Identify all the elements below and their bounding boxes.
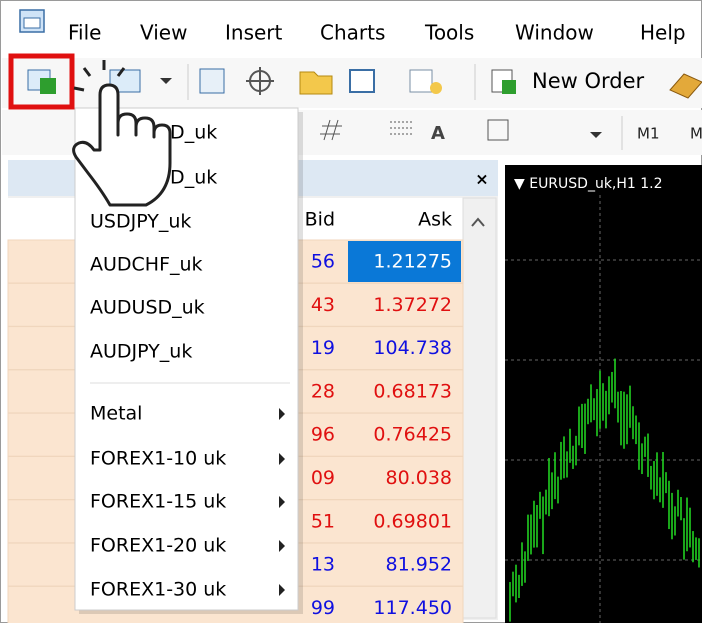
group-item[interactable]: Metal (90, 403, 142, 425)
timeframe-m[interactable]: M (690, 125, 702, 143)
submenu-arrow (279, 453, 285, 465)
bid: 19 (311, 337, 335, 359)
chart-label: ▼ EURUSD_uk,H1 1.2 (514, 176, 663, 192)
close-button[interactable]: × (475, 170, 488, 189)
text-tool[interactable]: A (431, 123, 445, 144)
bid: 96 (311, 424, 335, 446)
bid: 56 (311, 251, 335, 273)
toolbar-2-icons (320, 116, 623, 150)
submenu-arrow (279, 540, 285, 552)
symbol-item[interactable]: SD_uk (158, 167, 217, 189)
chart-grid (505, 195, 702, 623)
submenu-arrow (279, 496, 285, 508)
column-bid: Bid (305, 209, 335, 231)
ask: 117.450 (373, 597, 452, 619)
symbol-item[interactable]: AUDCHF_uk (90, 254, 203, 276)
symbol-item[interactable]: AUDJPY_uk (90, 341, 192, 363)
group-item[interactable]: FOREX1-30 uk (90, 579, 226, 601)
column-ask: Ask (418, 209, 452, 231)
bid: 43 (311, 294, 335, 316)
symbol-item[interactable]: SD_uk (158, 122, 217, 144)
scroll-up[interactable] (471, 217, 485, 227)
hand-cursor (72, 60, 172, 207)
menu-item[interactable]: Insert (225, 21, 283, 45)
ask: 0.76425 (373, 424, 452, 446)
ask: 0.68173 (373, 380, 452, 402)
ask: 81.952 (386, 554, 452, 576)
group-item[interactable]: FOREX1-10 uk (90, 448, 226, 470)
ask: 1.37272 (373, 294, 452, 316)
symbol-item[interactable]: USDJPY_uk (90, 211, 191, 233)
menu-item[interactable]: Tools (424, 21, 474, 45)
menu-bar: File View Insert Charts Tools Window Help (68, 21, 686, 45)
selected-cell (348, 241, 461, 282)
bid: 99 (311, 597, 335, 619)
ask: 104.738 (373, 337, 452, 359)
menu-item[interactable]: Help (640, 21, 686, 45)
dropdown-items: SD_uk SD_uk USDJPY_uk AUDCHF_uk AUDUSD_uk AUD… (90, 122, 285, 601)
bid: 09 (311, 467, 335, 489)
app-icon (19, 9, 45, 33)
symbol-item[interactable]: AUDUSD_uk (90, 297, 205, 319)
submenu-arrow (279, 408, 285, 420)
candles (509, 358, 700, 622)
toolbar-icons (27, 64, 702, 100)
menu-item[interactable]: File (68, 21, 101, 45)
new-order[interactable]: New Order (532, 69, 645, 93)
bid: 13 (311, 554, 335, 576)
menu-item[interactable]: Window (515, 21, 594, 45)
group-item[interactable]: FOREX1-20 uk (90, 535, 226, 557)
scrollbar (462, 197, 497, 619)
menu-item[interactable]: Charts (320, 21, 385, 45)
bid: 28 (311, 380, 335, 402)
highlight-box (8, 53, 75, 110)
group-item[interactable]: FOREX1-15 uk (90, 491, 226, 513)
timeframe-m1[interactable]: M1 (637, 125, 660, 143)
menu-item[interactable]: View (140, 21, 187, 45)
submenu-arrow (279, 584, 285, 596)
ask: 0.69801 (373, 510, 452, 532)
bid: 51 (311, 510, 335, 532)
ask: 80.038 (386, 467, 452, 489)
ask: 1.21275 (373, 251, 452, 273)
